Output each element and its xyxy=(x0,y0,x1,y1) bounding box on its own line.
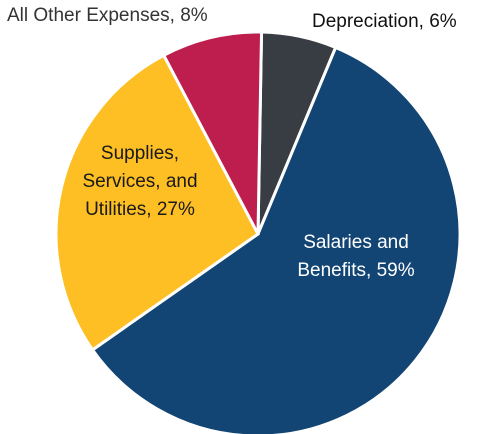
pie-label-depreciation: Depreciation, 6% xyxy=(312,11,457,32)
pie-label-all-other-expenses: All Other Expenses, 8% xyxy=(7,5,208,26)
pie-label-salaries-and-benefits: Salaries and Benefits, 59% xyxy=(297,232,414,281)
pie-slice-all-other-expenses xyxy=(161,30,264,235)
pie-slice-salaries-and-benefits xyxy=(90,45,462,434)
pie-slice-supplies-services-and-utilities xyxy=(54,53,260,352)
pie-label-supplies-services-and-utilities: Supplies, Services, and Utilities, 27% xyxy=(82,143,197,220)
